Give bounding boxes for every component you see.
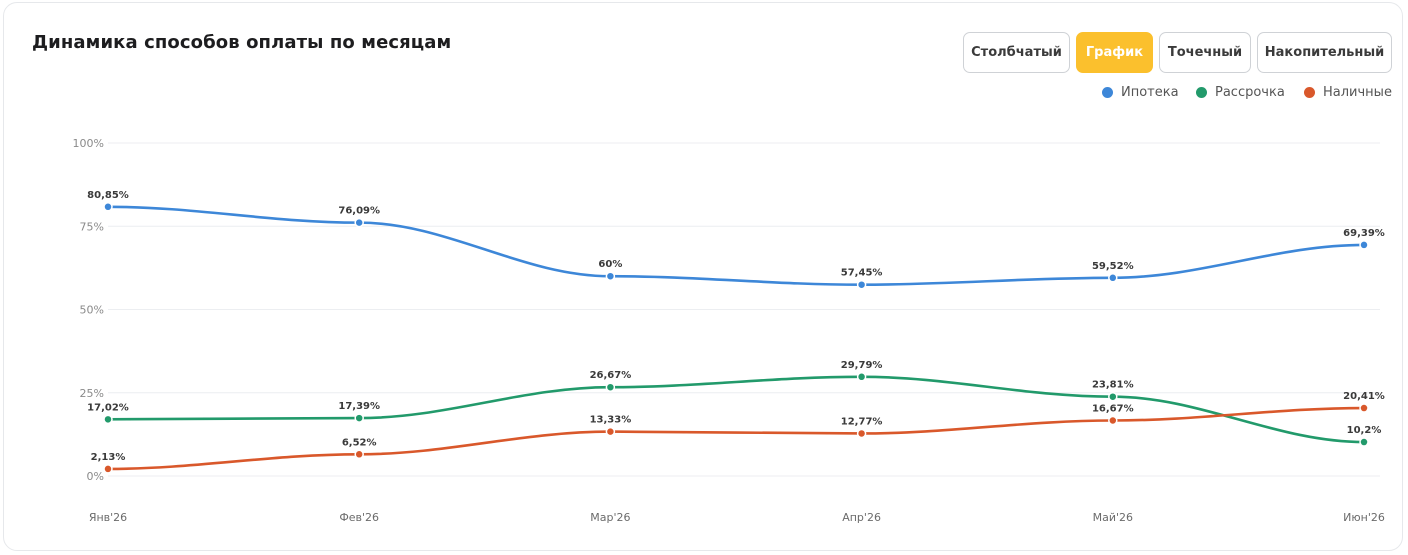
y-tick-label: 50% (80, 304, 104, 317)
cumulative-view-button[interactable]: Накопительный (1257, 32, 1392, 73)
legend-item-cash[interactable]: Наличные (1304, 85, 1392, 100)
legend-label: Наличные (1323, 85, 1392, 100)
data-point[interactable] (856, 279, 867, 290)
x-tick-label: Май'26 (1093, 511, 1133, 524)
chart-card: Динамика способов оплаты по месяцам Стол… (3, 2, 1403, 551)
legend-dot-icon (1196, 87, 1207, 98)
y-tick-label: 100% (73, 137, 104, 150)
chart-title: Динамика способов оплаты по месяцам (32, 32, 452, 53)
legend-dot-icon (1304, 87, 1315, 98)
data-point[interactable] (1359, 437, 1369, 447)
scatter-view-button[interactable]: Точечный (1159, 32, 1251, 73)
data-label: 23,81% (1092, 380, 1134, 391)
data-points (103, 202, 1369, 474)
y-tick-label: 25% (80, 387, 104, 400)
data-point[interactable] (1108, 273, 1118, 283)
data-point[interactable] (354, 413, 364, 423)
data-point[interactable] (605, 426, 616, 437)
x-tick-label: Фев'26 (339, 511, 379, 524)
data-point[interactable] (1359, 240, 1369, 250)
legend-item-mortgage[interactable]: Ипотека (1102, 85, 1179, 100)
x-tick-label: Апр'26 (842, 511, 881, 524)
legend-dot-icon (1102, 87, 1113, 98)
data-point[interactable] (856, 428, 867, 439)
data-label: 13,33% (590, 415, 632, 426)
data-label: 29,79% (841, 360, 883, 371)
line-view-button[interactable]: График (1076, 32, 1153, 73)
x-tick-label: Мар'26 (590, 511, 630, 524)
data-point[interactable] (1108, 391, 1118, 402)
data-label: 17,02% (87, 402, 129, 413)
data-point[interactable] (605, 271, 616, 281)
data-label: 60% (598, 259, 622, 270)
data-point[interactable] (1108, 415, 1118, 426)
legend-label: Ипотека (1121, 85, 1179, 100)
y-tick-label: 0% (87, 470, 104, 483)
data-point[interactable] (103, 202, 113, 212)
data-label: 59,52% (1092, 261, 1134, 272)
data-label: 6,52% (342, 437, 377, 448)
data-point[interactable] (354, 217, 364, 228)
data-point[interactable] (1359, 403, 1369, 413)
data-label: 69,39% (1343, 228, 1385, 239)
grid-lines (108, 142, 1380, 477)
series-line-2 (106, 406, 1366, 471)
legend-label: Рассрочка (1215, 85, 1285, 100)
data-label: 57,45% (841, 268, 883, 279)
data-point[interactable] (103, 464, 113, 474)
data-label: 20,41% (1343, 391, 1385, 402)
data-point[interactable] (103, 414, 113, 425)
data-point[interactable] (354, 449, 364, 460)
series-line-0 (106, 205, 1366, 286)
x-axis-ticks: Янв'26 Фев'26 Мар'26 Апр'26 Май'26 Июн'26 (89, 511, 1385, 524)
y-tick-label: 75% (80, 220, 104, 233)
data-point[interactable] (605, 382, 616, 392)
series-lines (106, 205, 1366, 471)
data-label: 17,39% (338, 401, 380, 412)
x-tick-label: Янв'26 (89, 511, 127, 524)
x-tick-label: Июн'26 (1343, 511, 1385, 524)
data-label: 16,67% (1092, 403, 1134, 414)
data-label: 26,67% (590, 370, 632, 381)
series-line-1 (106, 375, 1366, 444)
data-label: 2,13% (91, 452, 126, 463)
bar-view-button[interactable]: Столбчатый (963, 32, 1070, 73)
data-point[interactable] (856, 372, 867, 382)
legend-item-installment[interactable]: Рассрочка (1196, 85, 1285, 100)
data-label: 12,77% (841, 416, 883, 427)
data-label: 80,85% (87, 190, 129, 201)
data-labels: 80,85% 76,09% 60% 57,45% 59,52% 69,39% 17,02% 1… (87, 190, 1385, 463)
y-axis-ticks: 0% 25% 50% 75% 100% (73, 137, 104, 483)
data-label: 10,2% (1347, 425, 1382, 436)
data-label: 76,09% (338, 206, 380, 217)
